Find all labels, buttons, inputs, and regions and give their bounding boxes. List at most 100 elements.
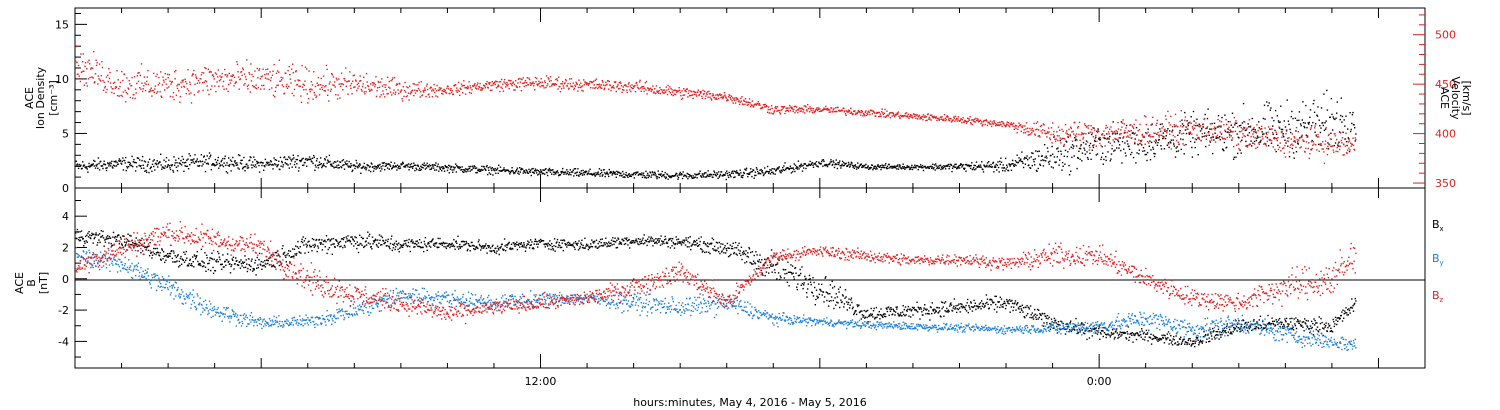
- density-point: [706, 174, 709, 176]
- density-point: [260, 161, 262, 163]
- density-point: [1080, 144, 1082, 146]
- velocity-point: [318, 84, 320, 86]
- velocity-point: [533, 85, 535, 87]
- density-point: [236, 162, 238, 164]
- velocity-point: [542, 85, 545, 87]
- velocity-point: [719, 94, 722, 97]
- velocity-point: [272, 94, 275, 97]
- velocity-point: [104, 87, 106, 89]
- bx-point: [299, 246, 301, 248]
- density-point: [936, 166, 939, 169]
- velocity-point: [324, 86, 326, 88]
- velocity-point: [300, 95, 302, 97]
- velocity-point: [379, 81, 382, 83]
- density-point: [102, 167, 104, 170]
- density-point: [862, 166, 864, 168]
- velocity-point: [909, 115, 911, 117]
- density-point: [1081, 160, 1083, 162]
- density-point: [153, 159, 155, 161]
- density-point: [1271, 117, 1273, 119]
- velocity-point: [343, 78, 346, 80]
- velocity-point: [1298, 139, 1300, 141]
- velocity-point: [1170, 148, 1173, 150]
- bx-point: [293, 255, 295, 257]
- bx-point: [77, 231, 79, 233]
- density-point: [1153, 152, 1155, 155]
- velocity-point: [304, 66, 307, 68]
- density-point: [777, 167, 780, 169]
- density-point: [825, 163, 827, 166]
- velocity-point: [173, 98, 175, 101]
- bx-point: [101, 236, 103, 238]
- velocity-point: [470, 92, 473, 94]
- density-point: [421, 163, 424, 166]
- velocity-point: [1043, 129, 1046, 132]
- bx-point: [128, 240, 130, 242]
- density-point: [1266, 101, 1268, 103]
- density-point: [726, 172, 729, 175]
- density-point: [327, 159, 329, 161]
- density-point: [369, 165, 371, 168]
- velocity-point: [722, 96, 725, 99]
- density-point: [100, 160, 102, 163]
- density-point: [1082, 141, 1085, 144]
- bx-point: [90, 234, 93, 237]
- density-point: [921, 164, 924, 167]
- velocity-point: [91, 67, 94, 69]
- bx-point: [175, 261, 177, 263]
- density-point: [674, 174, 677, 176]
- density-point: [1021, 151, 1023, 153]
- velocity-point: [276, 84, 278, 87]
- density-point: [1042, 165, 1045, 167]
- density-point: [78, 163, 80, 166]
- velocity-point: [1186, 128, 1188, 131]
- velocity-point: [251, 85, 254, 87]
- velocity-point: [1342, 154, 1344, 156]
- density-point: [1102, 163, 1104, 165]
- bx-point: [239, 261, 241, 263]
- density-point: [1330, 97, 1333, 100]
- velocity-point: [332, 76, 335, 78]
- velocity-point: [813, 112, 815, 114]
- velocity-point: [625, 85, 627, 87]
- density-point: [611, 174, 613, 176]
- bx-point: [148, 245, 150, 247]
- density-point: [1093, 127, 1095, 129]
- density-point: [102, 163, 105, 165]
- bx-point: [147, 245, 149, 248]
- velocity-point: [1255, 132, 1258, 134]
- velocity-point: [188, 93, 190, 95]
- density-point: [425, 167, 428, 169]
- density-point: [184, 165, 186, 167]
- velocity-point: [442, 93, 444, 95]
- density-point: [1346, 144, 1348, 147]
- density-point: [1011, 159, 1014, 162]
- density-point: [1281, 128, 1284, 131]
- velocity-point: [1106, 126, 1109, 129]
- velocity-point: [311, 84, 314, 86]
- velocity-point: [1046, 131, 1049, 133]
- density-point: [147, 161, 150, 163]
- density-point: [243, 156, 245, 159]
- velocity-point: [961, 119, 964, 121]
- velocity-point: [155, 75, 157, 78]
- velocity-point: [1267, 131, 1269, 133]
- velocity-point: [394, 93, 396, 95]
- density-point: [807, 164, 809, 167]
- velocity-point: [561, 83, 563, 85]
- density-point: [848, 163, 850, 165]
- density-point: [372, 170, 375, 172]
- velocity-point: [1228, 136, 1231, 138]
- velocity-point: [1265, 136, 1267, 138]
- velocity-point: [278, 59, 281, 61]
- velocity-point: [218, 80, 221, 82]
- density-point: [171, 164, 173, 166]
- velocity-point: [933, 115, 935, 117]
- density-point: [1290, 131, 1292, 134]
- density-point: [487, 173, 489, 176]
- density-point: [1333, 117, 1335, 120]
- velocity-point: [366, 81, 368, 83]
- velocity-point: [1177, 141, 1180, 143]
- velocity-point: [302, 83, 304, 85]
- velocity-point: [393, 89, 395, 91]
